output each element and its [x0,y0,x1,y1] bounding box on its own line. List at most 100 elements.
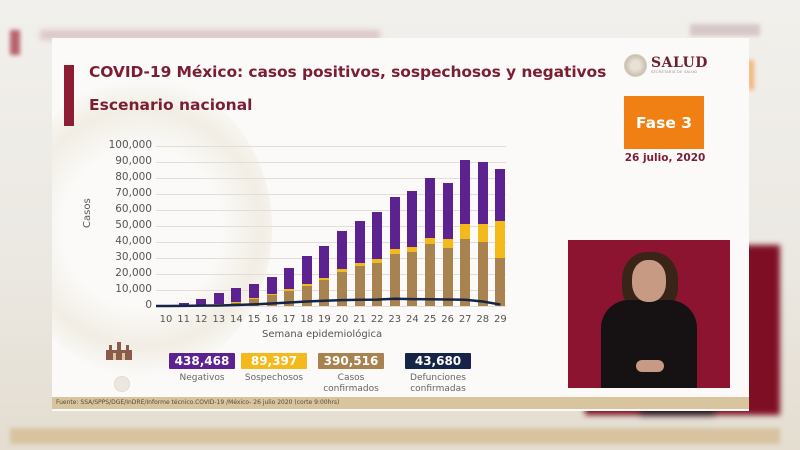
gridline [156,306,506,307]
bar-segment-negativos [178,302,189,306]
gridline [156,162,506,163]
bar-segment-negativos [495,169,506,222]
x-tick-label: 12 [194,314,208,325]
logo-subtitle: SECRETARÍA DE SALUD [651,70,698,74]
bar-segment-negativos [266,276,277,294]
x-tick-label: 20 [335,314,349,325]
bar-segment-casos-confirmados [284,290,295,306]
mexico-seal-icon [114,376,130,392]
cathedral-icon [106,342,132,360]
bar-segment-sospechosos [425,238,435,245]
x-tick-label: 13 [212,314,226,325]
bar-segment-negativos [389,197,400,250]
summary-label: Casos confirmados [323,373,379,394]
interpreter-body [601,300,697,388]
bar-segment-negativos [213,292,224,305]
bar-segment-casos-confirmados [495,258,506,306]
bar-segment-negativos [301,256,312,285]
bar-segment-sospechosos [389,249,400,254]
x-tick-label: 18 [300,314,314,325]
bar-segment-negativos [284,267,295,290]
y-tick-label: 40,000 [115,235,152,247]
x-tick-label: 27 [458,314,472,325]
stacked-bar-chart: Casos Semana epidemiológica 0 10,000 20,00… [52,38,749,411]
bar-segment-negativos [196,298,207,306]
summary-tile: 438,468 Negativos [169,353,235,384]
x-axis-label: Semana epidemiológica [262,329,383,340]
slide-subtitle: Escenario nacional [89,96,253,114]
bar-segment-casos-confirmados [389,254,400,306]
x-tick-label: 26 [441,314,454,325]
bar-segment-negativos [477,162,488,225]
summary-tile: 43,680 Defunciones confirmadas [405,353,471,395]
title-accent-bar [64,65,74,126]
summary-label: Sospechosos [244,373,304,383]
x-tick-label: 17 [282,314,296,325]
bar-segment-casos-confirmados [319,279,330,306]
bar-segment-sospechosos [442,238,453,248]
report-date: 26 julio, 2020 [624,152,706,164]
bar-segment-sospechosos [266,294,277,295]
gridline [156,194,506,195]
gridline [156,226,506,227]
summary-value: 390,516 [318,353,384,369]
sign-language-interpreter-video [568,240,730,388]
x-tick-label: 10 [159,314,173,325]
background-phase-ghost [748,60,754,90]
bar-segment-casos-confirmados [425,244,435,306]
y-tick-label: 90,000 [115,155,152,167]
bar-segment-casos-confirmados [407,251,418,306]
summary-tile: 89,397 Sospechosos [241,353,307,384]
bar-segment-sospechosos [301,284,312,286]
summary-value: 43,680 [405,353,471,369]
x-tick-label: 23 [388,314,402,325]
bar-segment-casos-confirmados [354,266,365,306]
bar-segment-negativos [372,211,383,259]
summary-tile: 390,516 Casos confirmados [318,353,384,395]
bar-segment-casos-confirmados [301,286,312,306]
bar-segment-negativos [460,159,471,225]
bar-segment-casos-confirmados [372,262,383,306]
bar-segment-sospechosos [284,289,295,291]
interpreter-hands [636,360,664,372]
y-tick-label: 20,000 [115,267,152,279]
bar-segment-casos-confirmados [442,247,453,306]
x-tick-label: 29 [494,314,507,325]
y-tick-label: 80,000 [115,171,152,183]
x-tick-label: 28 [476,314,490,325]
gridline [156,274,506,275]
bar-segment-sospechosos [372,258,383,263]
bar-segment-negativos [337,230,347,270]
gridline [156,178,506,179]
interpreter-face [632,260,666,302]
bar-segment-sospechosos [337,269,347,272]
gridline [156,290,506,291]
x-tick-label: 19 [318,314,331,325]
y-tick-label: 70,000 [115,187,152,199]
slide-title: COVID-19 México: casos positivos, sospec… [89,63,607,81]
y-tick-label: 10,000 [115,283,152,295]
gridline [156,146,506,147]
logo-name: SALUD [651,55,708,71]
bar-segment-sospechosos [354,262,365,266]
bar-segment-sospechosos [319,278,330,280]
x-tick-label: 14 [230,314,243,325]
bar-segment-sospechosos [477,224,488,242]
y-tick-label: 50,000 [115,219,152,231]
bar-segment-negativos [319,245,330,278]
x-tick-label: 16 [265,314,278,325]
bar-segment-sospechosos [460,224,471,239]
y-tick-label: 30,000 [115,251,152,263]
background-accent [10,30,20,55]
summary-value: 89,397 [241,353,307,369]
background-logo-ghost [690,24,760,36]
bar-segment-sospechosos [407,246,418,252]
y-tick-label: 0 [145,299,152,311]
bar-segment-casos-confirmados [266,294,277,306]
source-note: Fuente: SSA/SPPS/DGE/InDRE/Informe técni… [52,397,749,409]
summary-label: Defunciones confirmadas [410,373,466,394]
deaths-line [156,297,501,308]
x-tick-label: 15 [247,314,261,325]
x-tick-label: 22 [370,314,384,325]
x-tick-label: 11 [177,314,190,325]
